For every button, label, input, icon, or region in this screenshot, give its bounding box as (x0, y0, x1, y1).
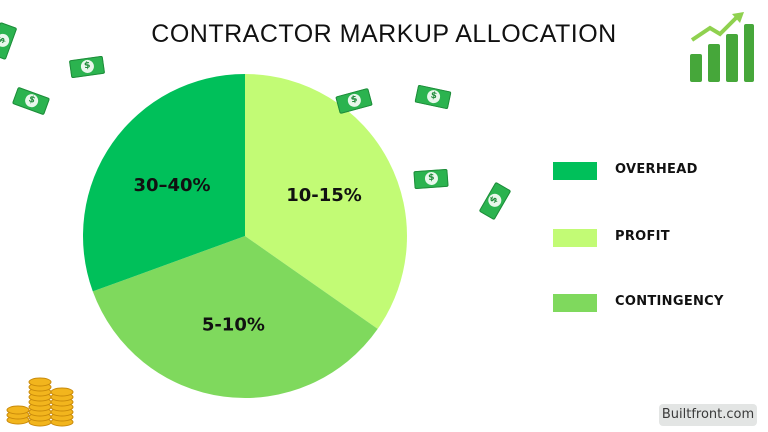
pie-label-contingency: 5-10% (202, 314, 265, 335)
legend-item-contingency: CONTINGENCY (553, 292, 768, 314)
legend-swatch-contingency (553, 294, 597, 312)
pie-slice-contingency (92, 236, 378, 398)
legend-item-overhead: OVERHEAD (553, 160, 768, 182)
pie-label-overhead: 30–40% (133, 175, 210, 196)
watermark: Builtfront.com (659, 404, 757, 426)
chart-title: CONTRACTOR MARKUP ALLOCATION (151, 20, 617, 48)
growth-chart-icon (690, 12, 754, 82)
pie-slice-profit (245, 74, 407, 329)
legend-item-profit: PROFIT (553, 227, 768, 249)
coin-stack-icon (6, 377, 74, 427)
pie-slice-overhead (83, 74, 245, 292)
legend-label-profit: PROFIT (615, 229, 670, 244)
legend-label-overhead: OVERHEAD (615, 162, 698, 177)
legend-swatch-profit (553, 229, 597, 247)
legend-swatch-overhead (553, 162, 597, 180)
legend-label-contingency: CONTINGENCY (615, 294, 724, 309)
pie-label-profit: 10-15% (286, 185, 362, 206)
money-bill-icon (413, 168, 449, 190)
